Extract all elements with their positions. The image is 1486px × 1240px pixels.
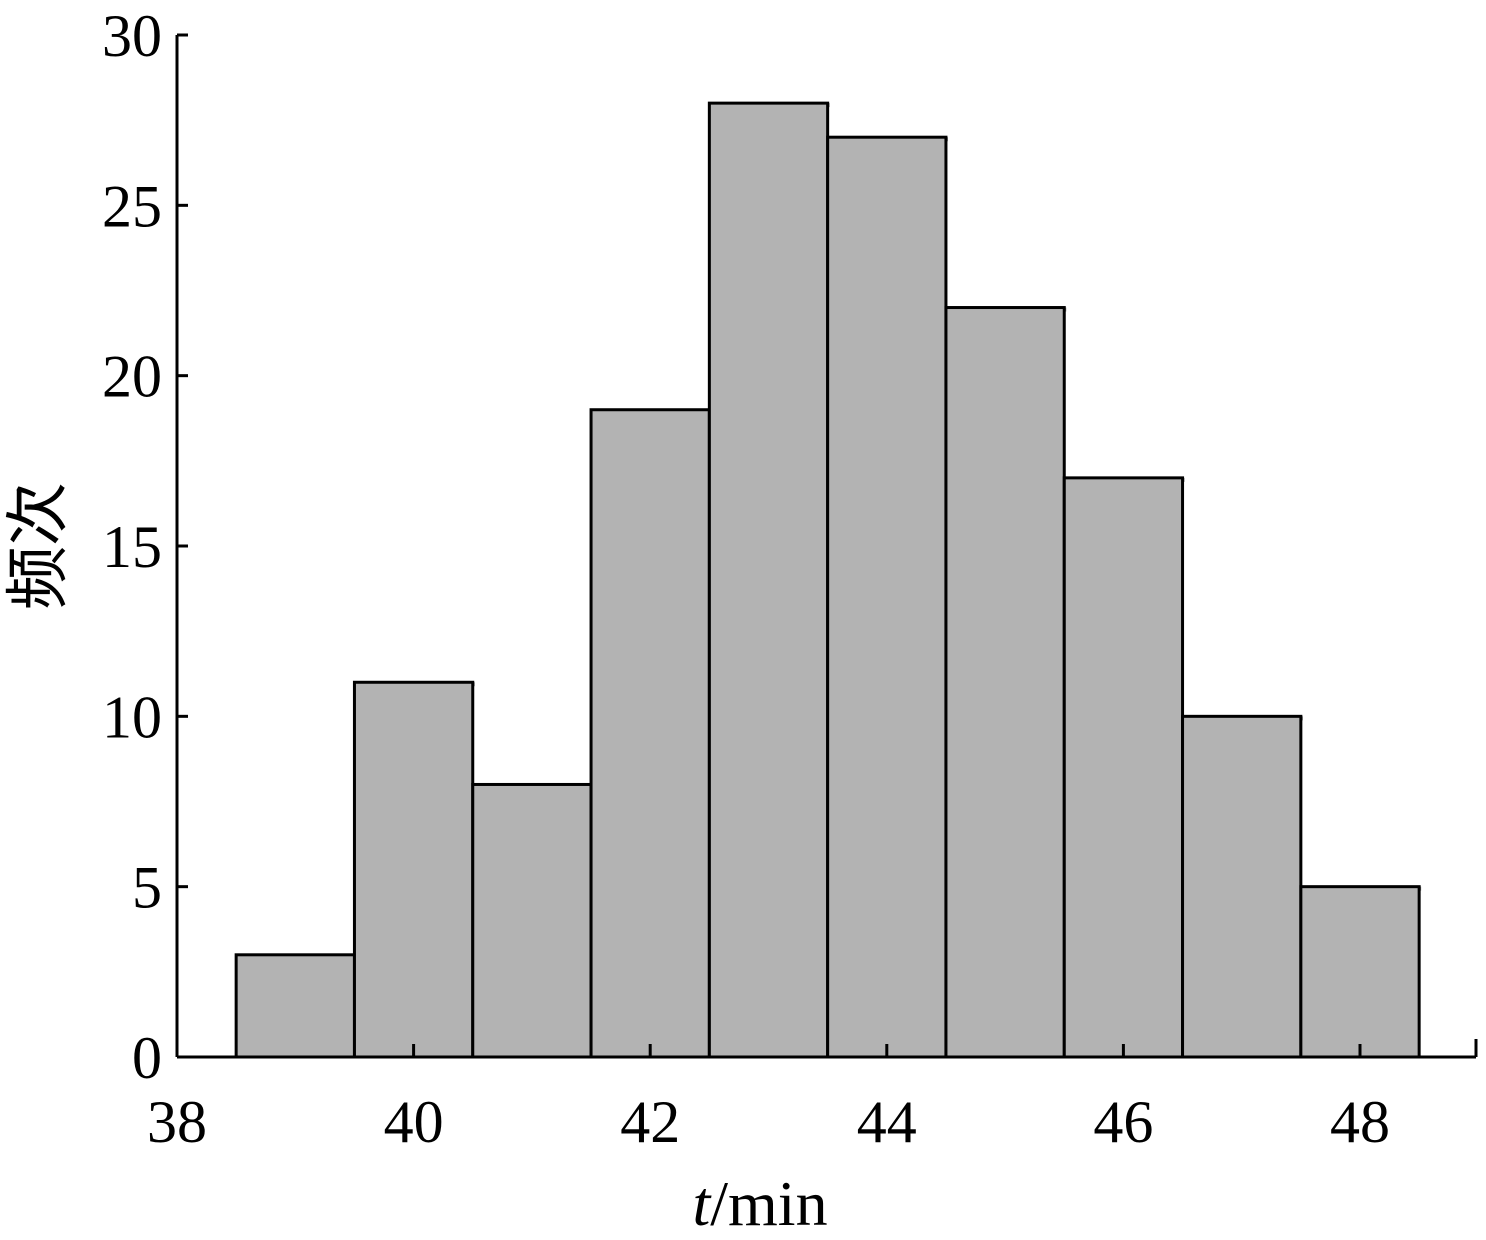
- x-axis-label: t/min: [692, 1168, 827, 1239]
- histogram-bar: [944, 306, 1066, 1059]
- y-tick-label: 15: [102, 514, 162, 580]
- histogram-bar: [234, 953, 356, 1059]
- y-ticks-group: 0 5 10 15 20 25 30: [102, 3, 188, 1091]
- x-axis-label-unit: /min: [710, 1168, 827, 1239]
- bars-group: [234, 101, 1422, 1059]
- y-tick-label: 5: [132, 855, 162, 921]
- x-tick-label: 46: [1093, 1089, 1153, 1155]
- x-axis-label-italic: t: [692, 1168, 712, 1239]
- y-tick-label: 0: [132, 1025, 162, 1091]
- x-tick-label: 42: [620, 1089, 680, 1155]
- histogram-bar: [352, 680, 475, 1059]
- histogram-bar: [707, 101, 830, 1059]
- histogram-bar: [1062, 476, 1185, 1059]
- y-tick-label: 10: [102, 684, 162, 750]
- y-tick-label: 20: [102, 344, 162, 410]
- y-tick-label: 30: [102, 3, 162, 69]
- x-tick-label: 48: [1330, 1089, 1390, 1155]
- x-tick-label: 44: [857, 1089, 917, 1155]
- histogram-bar: [1181, 714, 1303, 1059]
- x-tick-label: 38: [147, 1089, 207, 1155]
- histogram-bar: [589, 408, 711, 1059]
- y-axis-label: 频次: [3, 482, 74, 610]
- histogram-bar: [471, 782, 593, 1059]
- histogram-bar: [826, 135, 948, 1059]
- x-ticks-group: 38 40 42 44 46 48: [147, 1039, 1478, 1155]
- histogram-bar: [1299, 885, 1421, 1059]
- y-tick-label: 25: [102, 173, 162, 239]
- x-tick-label: 40: [384, 1089, 444, 1155]
